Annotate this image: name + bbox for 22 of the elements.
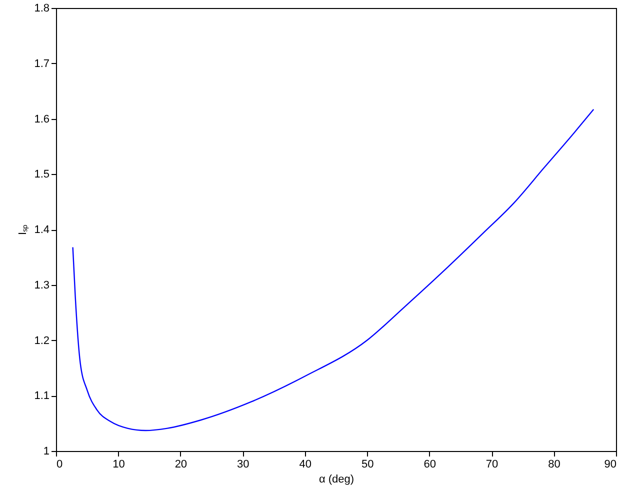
y-axis-title: Iₛₚ bbox=[17, 224, 30, 236]
y-tick-label: 1.2 bbox=[34, 334, 50, 347]
y-tick-label: 1.3 bbox=[34, 279, 50, 292]
y-tick-label: 1.5 bbox=[34, 168, 50, 181]
x-tick-label: 50 bbox=[361, 458, 374, 470]
x-tick-label: 90 bbox=[604, 458, 616, 470]
y-tick-label: 1.4 bbox=[34, 224, 50, 236]
line-series bbox=[72, 108, 594, 432]
y-tick-label: 1.7 bbox=[34, 58, 50, 70]
x-tick-label: 30 bbox=[237, 458, 250, 470]
x-tick-label: 70 bbox=[486, 458, 498, 470]
y-tick-label: 1.8 bbox=[34, 2, 50, 14]
x-tick-label: 60 bbox=[424, 458, 436, 470]
y-tick-label: 1.6 bbox=[34, 113, 50, 126]
x-tick-label: 10 bbox=[112, 458, 125, 470]
x-tick-label: 0 bbox=[56, 458, 63, 470]
x-tick-label: 20 bbox=[174, 458, 188, 470]
x-tick-label: 80 bbox=[548, 458, 560, 470]
x-axis-title: α (deg) bbox=[318, 474, 354, 486]
y-tick-label: 1 bbox=[43, 446, 50, 458]
x-tick-label: 40 bbox=[299, 458, 312, 470]
y-tick-label: 1.1 bbox=[34, 390, 50, 402]
